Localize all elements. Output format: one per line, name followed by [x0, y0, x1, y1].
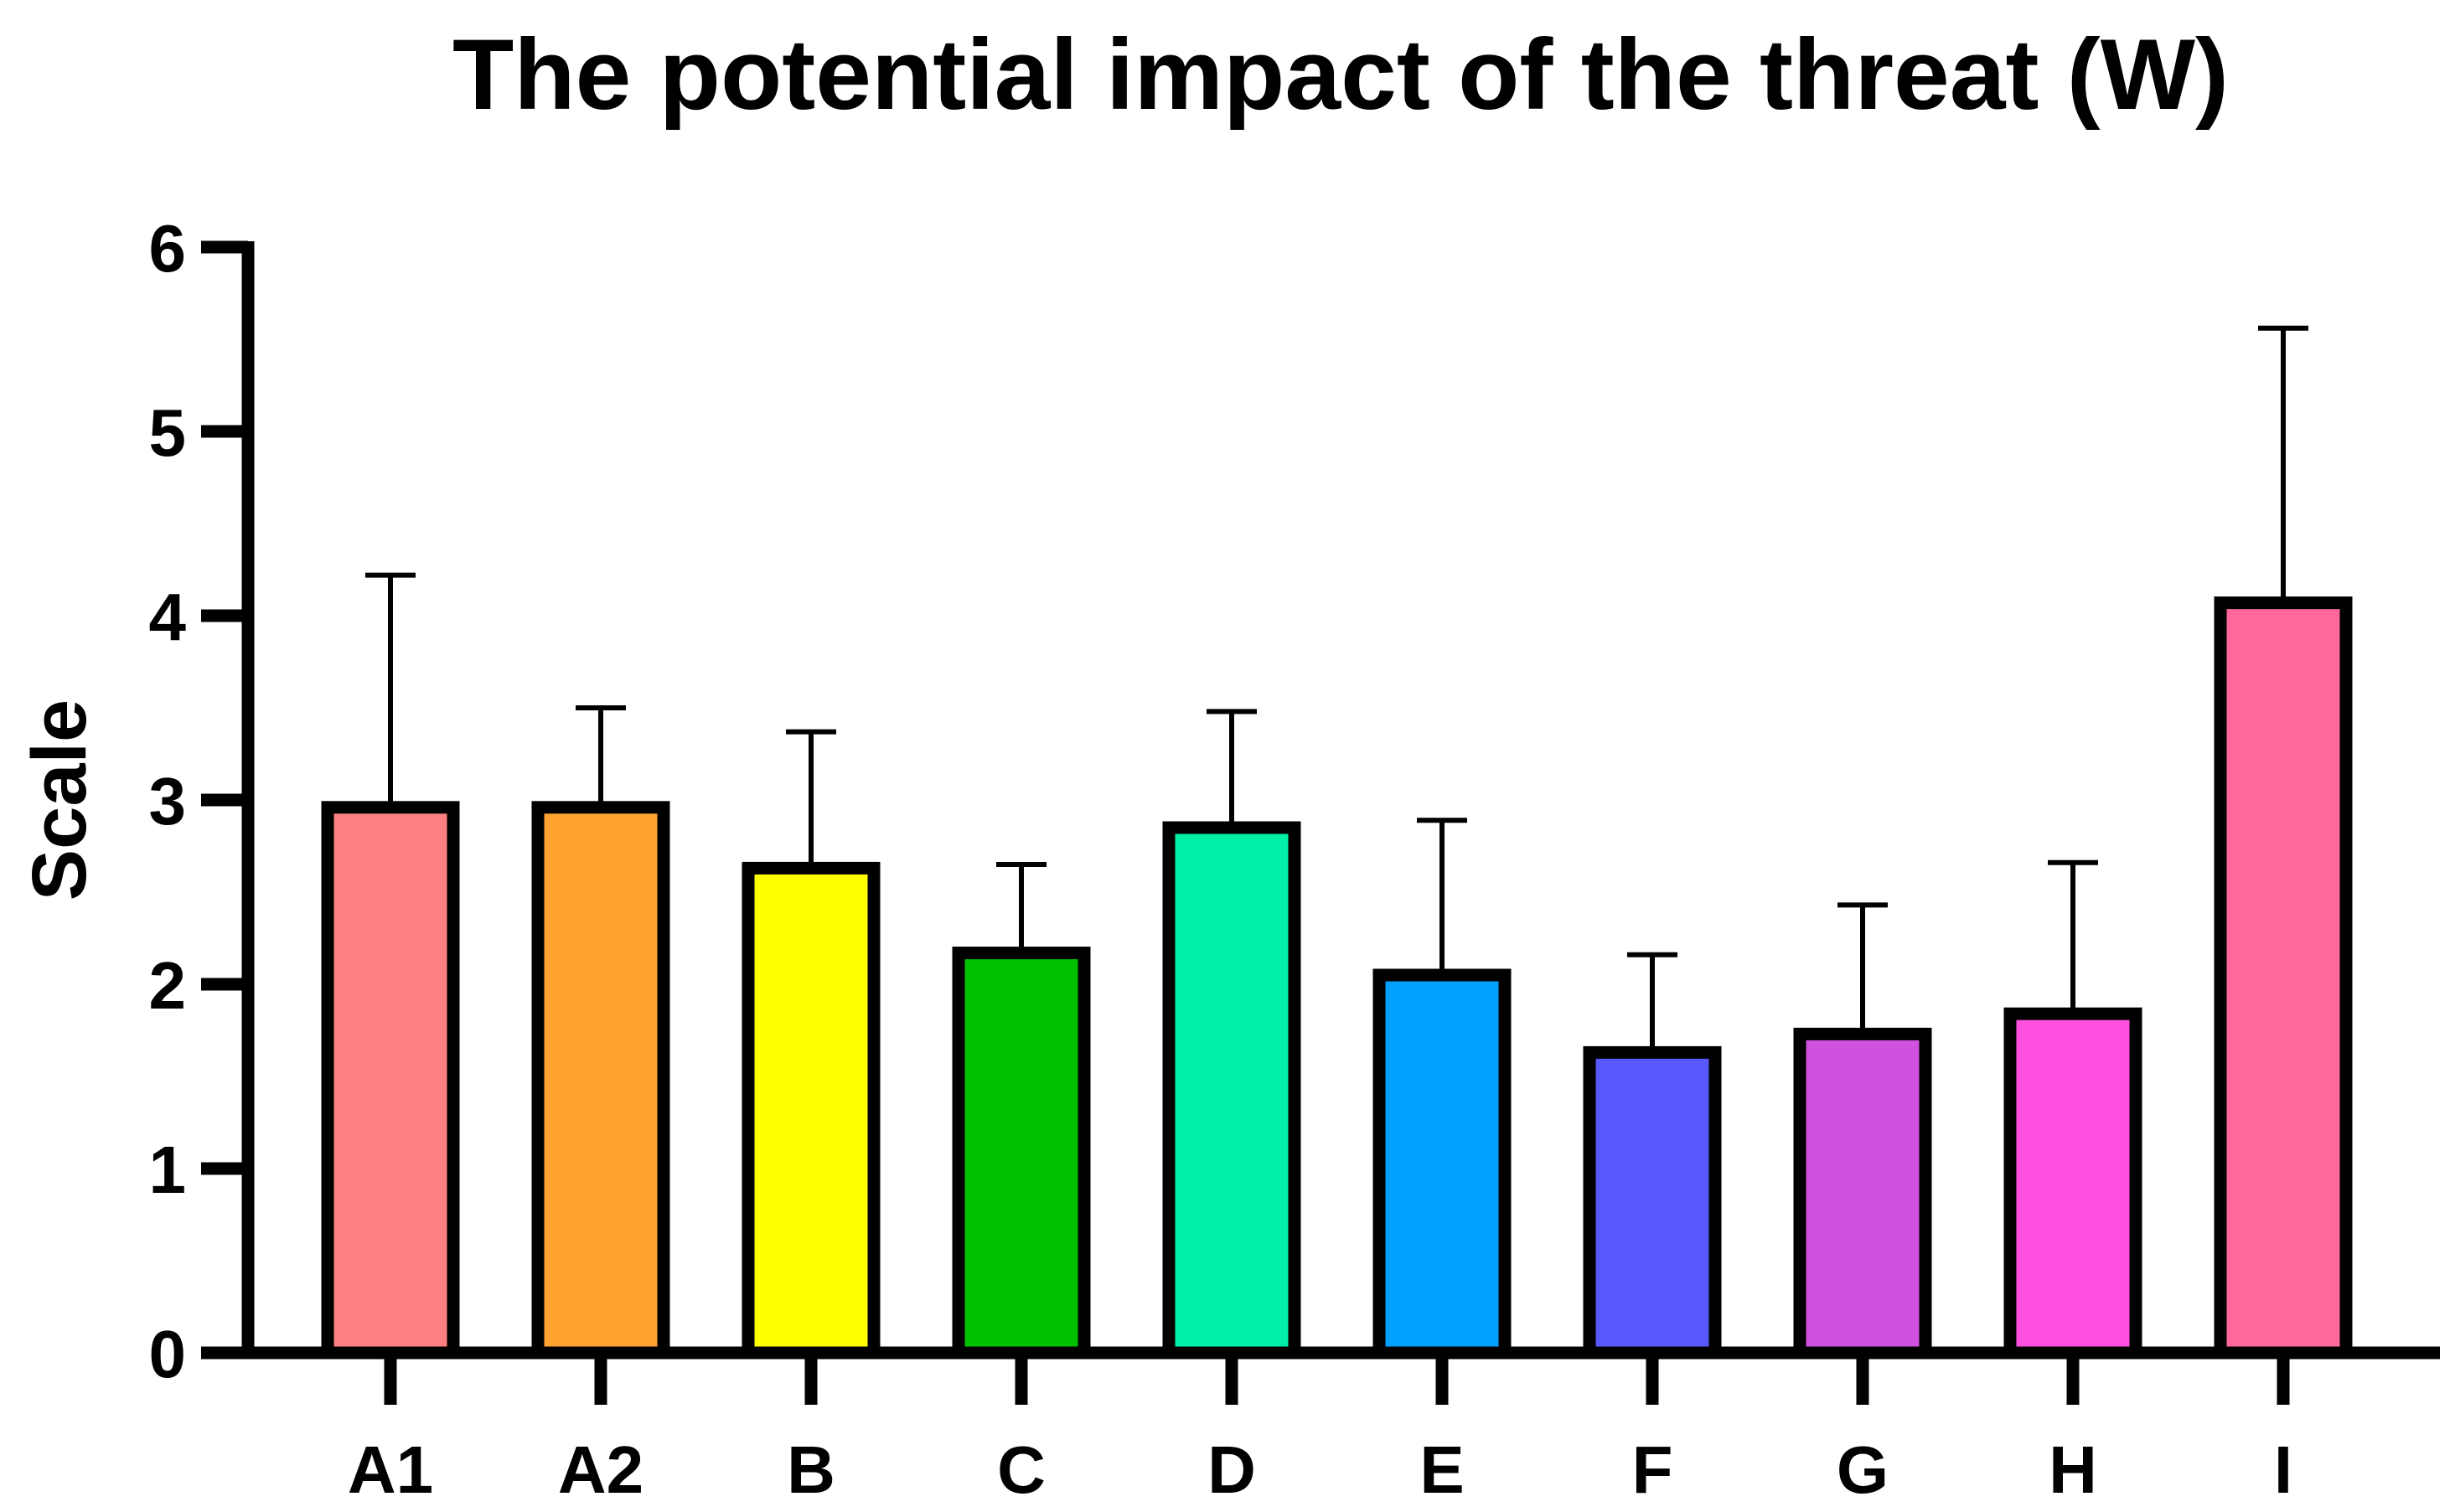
y-tick-label-6: 6 [149, 211, 187, 286]
y-tick-label-1: 1 [149, 1133, 187, 1207]
x-ticks: A1 A2 B C D E F G H I [348, 1353, 2292, 1507]
error-bars [365, 325, 2308, 1053]
y-tick-label-4: 4 [149, 580, 187, 654]
y-tick-label-0: 0 [149, 1317, 187, 1391]
x-tick-label-a1: A1 [348, 1432, 433, 1507]
x-tick-label-i: I [2274, 1432, 2292, 1507]
bar-h [2003, 1007, 2142, 1360]
y-tick-label-3: 3 [149, 764, 187, 839]
x-tick-label-h: H [2049, 1432, 2097, 1507]
x-tick-label-d: D [1207, 1432, 1256, 1507]
y-axis-title: Scale [17, 699, 102, 900]
bar-e [1372, 968, 1512, 1360]
bar-a2 [531, 801, 670, 1360]
bar-b [742, 861, 881, 1360]
x-tick-label-a2: A2 [558, 1432, 643, 1507]
bar-f [1583, 1045, 1722, 1360]
x-tick-label-f: F [1632, 1432, 1673, 1507]
x-tick-label-e: E [1419, 1432, 1464, 1507]
chart-title: The potential impact of the threat (W) [452, 18, 2229, 131]
y-ticks: 0 1 2 3 4 5 6 [149, 211, 248, 1391]
y-tick-label-2: 2 [149, 948, 187, 1023]
bar-d [1162, 821, 1301, 1360]
y-tick-label-5: 5 [149, 395, 187, 470]
bar-a1 [321, 801, 460, 1360]
bar-c [952, 947, 1091, 1360]
bars [321, 596, 2353, 1360]
x-tick-label-b: B [787, 1432, 835, 1507]
bar-i [2214, 596, 2353, 1360]
x-tick-label-g: G [1837, 1432, 1889, 1507]
x-tick-label-c: C [997, 1432, 1046, 1507]
bar-g [1793, 1027, 1932, 1360]
